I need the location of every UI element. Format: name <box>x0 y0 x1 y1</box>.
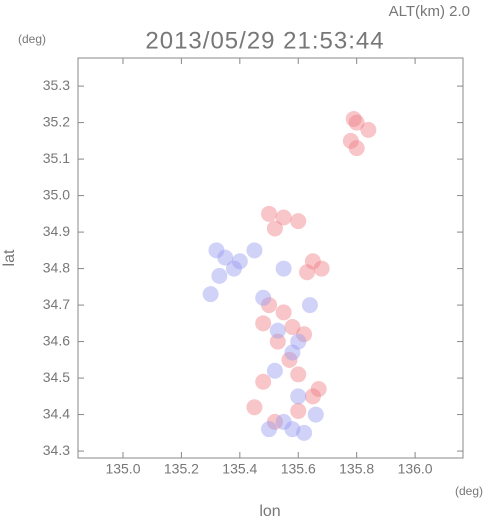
x-tick-label: 135.6 <box>281 461 316 477</box>
x-tick-label: 135.4 <box>222 461 257 477</box>
y-tick-label: 34.6 <box>43 332 70 348</box>
echo-patch <box>290 402 307 419</box>
y-tick-label: 34.5 <box>43 369 70 385</box>
y-tick-label: 34.8 <box>43 259 70 275</box>
echo-patch <box>246 242 263 259</box>
y-tick-label: 34.9 <box>43 223 70 239</box>
x-tick-label: 135.0 <box>105 461 140 477</box>
echo-patch <box>342 132 359 149</box>
x-tick-label: 135.2 <box>164 461 199 477</box>
echo-patch <box>284 318 301 335</box>
echo-patch <box>290 333 307 350</box>
y-tick-label: 35.3 <box>43 77 70 93</box>
echo-patch <box>304 253 321 270</box>
echo-patch <box>360 121 377 138</box>
altitude-label: ALT(km) 2.0 <box>389 3 470 20</box>
echo-patch <box>296 326 313 343</box>
plot-frame <box>77 57 464 459</box>
y-tick-label: 35.1 <box>43 150 70 166</box>
echo-patch <box>261 297 278 314</box>
echo-patch <box>307 406 324 423</box>
x-axis-label: lon <box>259 503 280 520</box>
echo-patch <box>225 260 242 277</box>
echo-patch <box>281 351 298 368</box>
echo-patch <box>345 110 362 127</box>
echo-patch <box>275 209 292 226</box>
echo-patch <box>275 413 292 430</box>
y-tick-label: 34.7 <box>43 296 70 312</box>
echo-patch <box>296 424 313 441</box>
echo-patch <box>301 297 318 314</box>
echo-patch <box>269 333 286 350</box>
echo-patch <box>217 249 234 266</box>
echo-patch <box>313 260 330 277</box>
echo-patch <box>266 413 283 430</box>
echo-patch <box>261 421 278 438</box>
echo-patch <box>299 264 316 281</box>
echo-patch <box>290 388 307 405</box>
echo-patch <box>275 304 292 321</box>
y-tick-label: 34.3 <box>43 442 70 458</box>
echo-patch <box>348 114 365 131</box>
echo-patch <box>290 213 307 230</box>
x-tick-label: 135.8 <box>339 461 374 477</box>
y-tick-label: 35.2 <box>43 113 70 129</box>
x-unit: (deg) <box>455 484 483 498</box>
echo-patch <box>211 267 228 284</box>
echo-patch <box>231 253 248 270</box>
echo-patch <box>290 366 307 383</box>
echo-patch <box>261 205 278 222</box>
echo-patch <box>202 286 219 303</box>
echo-patch <box>275 260 292 277</box>
echo-patch <box>310 381 327 398</box>
y-axis-label: lat <box>1 249 18 266</box>
chart-title: 2013/05/29 21:53:44 <box>145 27 384 54</box>
echo-patch <box>246 399 263 416</box>
echo-patch <box>266 220 283 237</box>
y-unit: (deg) <box>18 32 46 46</box>
echo-patch <box>255 315 272 332</box>
y-tick-label: 34.4 <box>43 405 70 421</box>
y-tick-label: 35.0 <box>43 186 70 202</box>
echo-patch <box>266 362 283 379</box>
echo-patch <box>304 388 321 405</box>
x-tick-label: 136.0 <box>398 461 433 477</box>
echo-patch <box>255 289 272 306</box>
echo-patch <box>284 421 301 438</box>
echo-patch <box>269 322 286 339</box>
echo-patch <box>255 373 272 390</box>
echo-patch <box>208 242 225 259</box>
echo-patch <box>348 140 365 157</box>
echo-patch <box>284 344 301 361</box>
